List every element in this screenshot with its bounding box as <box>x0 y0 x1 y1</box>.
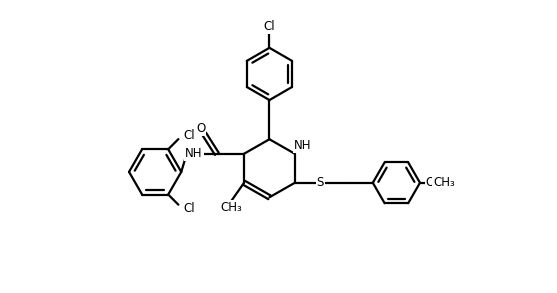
Text: Cl: Cl <box>263 20 275 33</box>
Text: Cl: Cl <box>183 129 195 142</box>
Text: CH₃: CH₃ <box>433 176 455 189</box>
Text: NH: NH <box>294 139 311 152</box>
Text: O: O <box>196 122 205 135</box>
Text: Cl: Cl <box>183 202 195 215</box>
Text: O: O <box>426 176 435 189</box>
Text: NH: NH <box>185 147 203 160</box>
Text: CH₃: CH₃ <box>221 201 242 214</box>
Text: S: S <box>316 176 324 189</box>
